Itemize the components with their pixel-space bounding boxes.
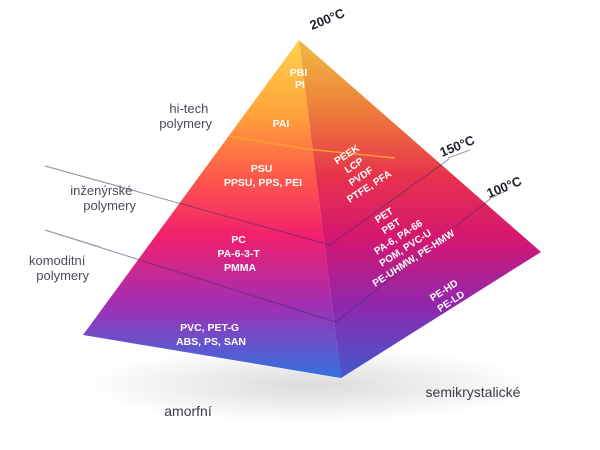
amorphous-pai-tier: PAI: [273, 118, 290, 130]
t100-line: [488, 189, 509, 200]
amorphous-commodity-tier: PVC, PET-G ABS, PS, SAN: [176, 322, 246, 348]
semicrystalline-engineering-tier: PET PBT PA-6, PA-66 POM, PVC-U PE-UHMW, …: [343, 184, 458, 289]
amorphous-face: [83, 40, 341, 378]
temp-100-label: 100°C: [485, 173, 525, 201]
engineering-divider-right: [335, 198, 491, 323]
semicrystalline-face-shade: [299, 40, 541, 378]
t150-line: [447, 149, 471, 159]
amorphous-hitech-tier: PSU PPSU, PPS, PEI: [224, 163, 302, 189]
semicrystalline-face: [299, 40, 541, 378]
temp-200-label: 200°C: [308, 5, 348, 33]
hitech-label: hi-tech polymery: [159, 101, 212, 131]
temp-150-label: 150°C: [438, 132, 478, 160]
pyramid-shadow: [80, 347, 540, 423]
pai-divider-left: [228, 135, 307, 150]
engineering-side-line: [44, 229, 101, 248]
commodity-label: komoditní polymery: [29, 253, 89, 283]
svg-text:PET PBT PA-6, PA-6: PET PBT PA-6, PA-66 POM, PVC-U PE-UHMW, …: [343, 184, 458, 289]
pai-divider-right: [305, 148, 396, 159]
amorphous-top-tier: PBI PI: [290, 67, 310, 91]
semicrystalline-label: semikrystalické: [426, 384, 521, 400]
amorphous-label: amorfní: [164, 403, 212, 419]
hitech-divider-right: [329, 158, 450, 246]
hitech-side-line: [44, 165, 137, 192]
engineering-label: inženýrské polymery: [70, 183, 136, 213]
amorphous-engineering-tier: PC PA-6-3-T PMMA: [217, 234, 262, 274]
